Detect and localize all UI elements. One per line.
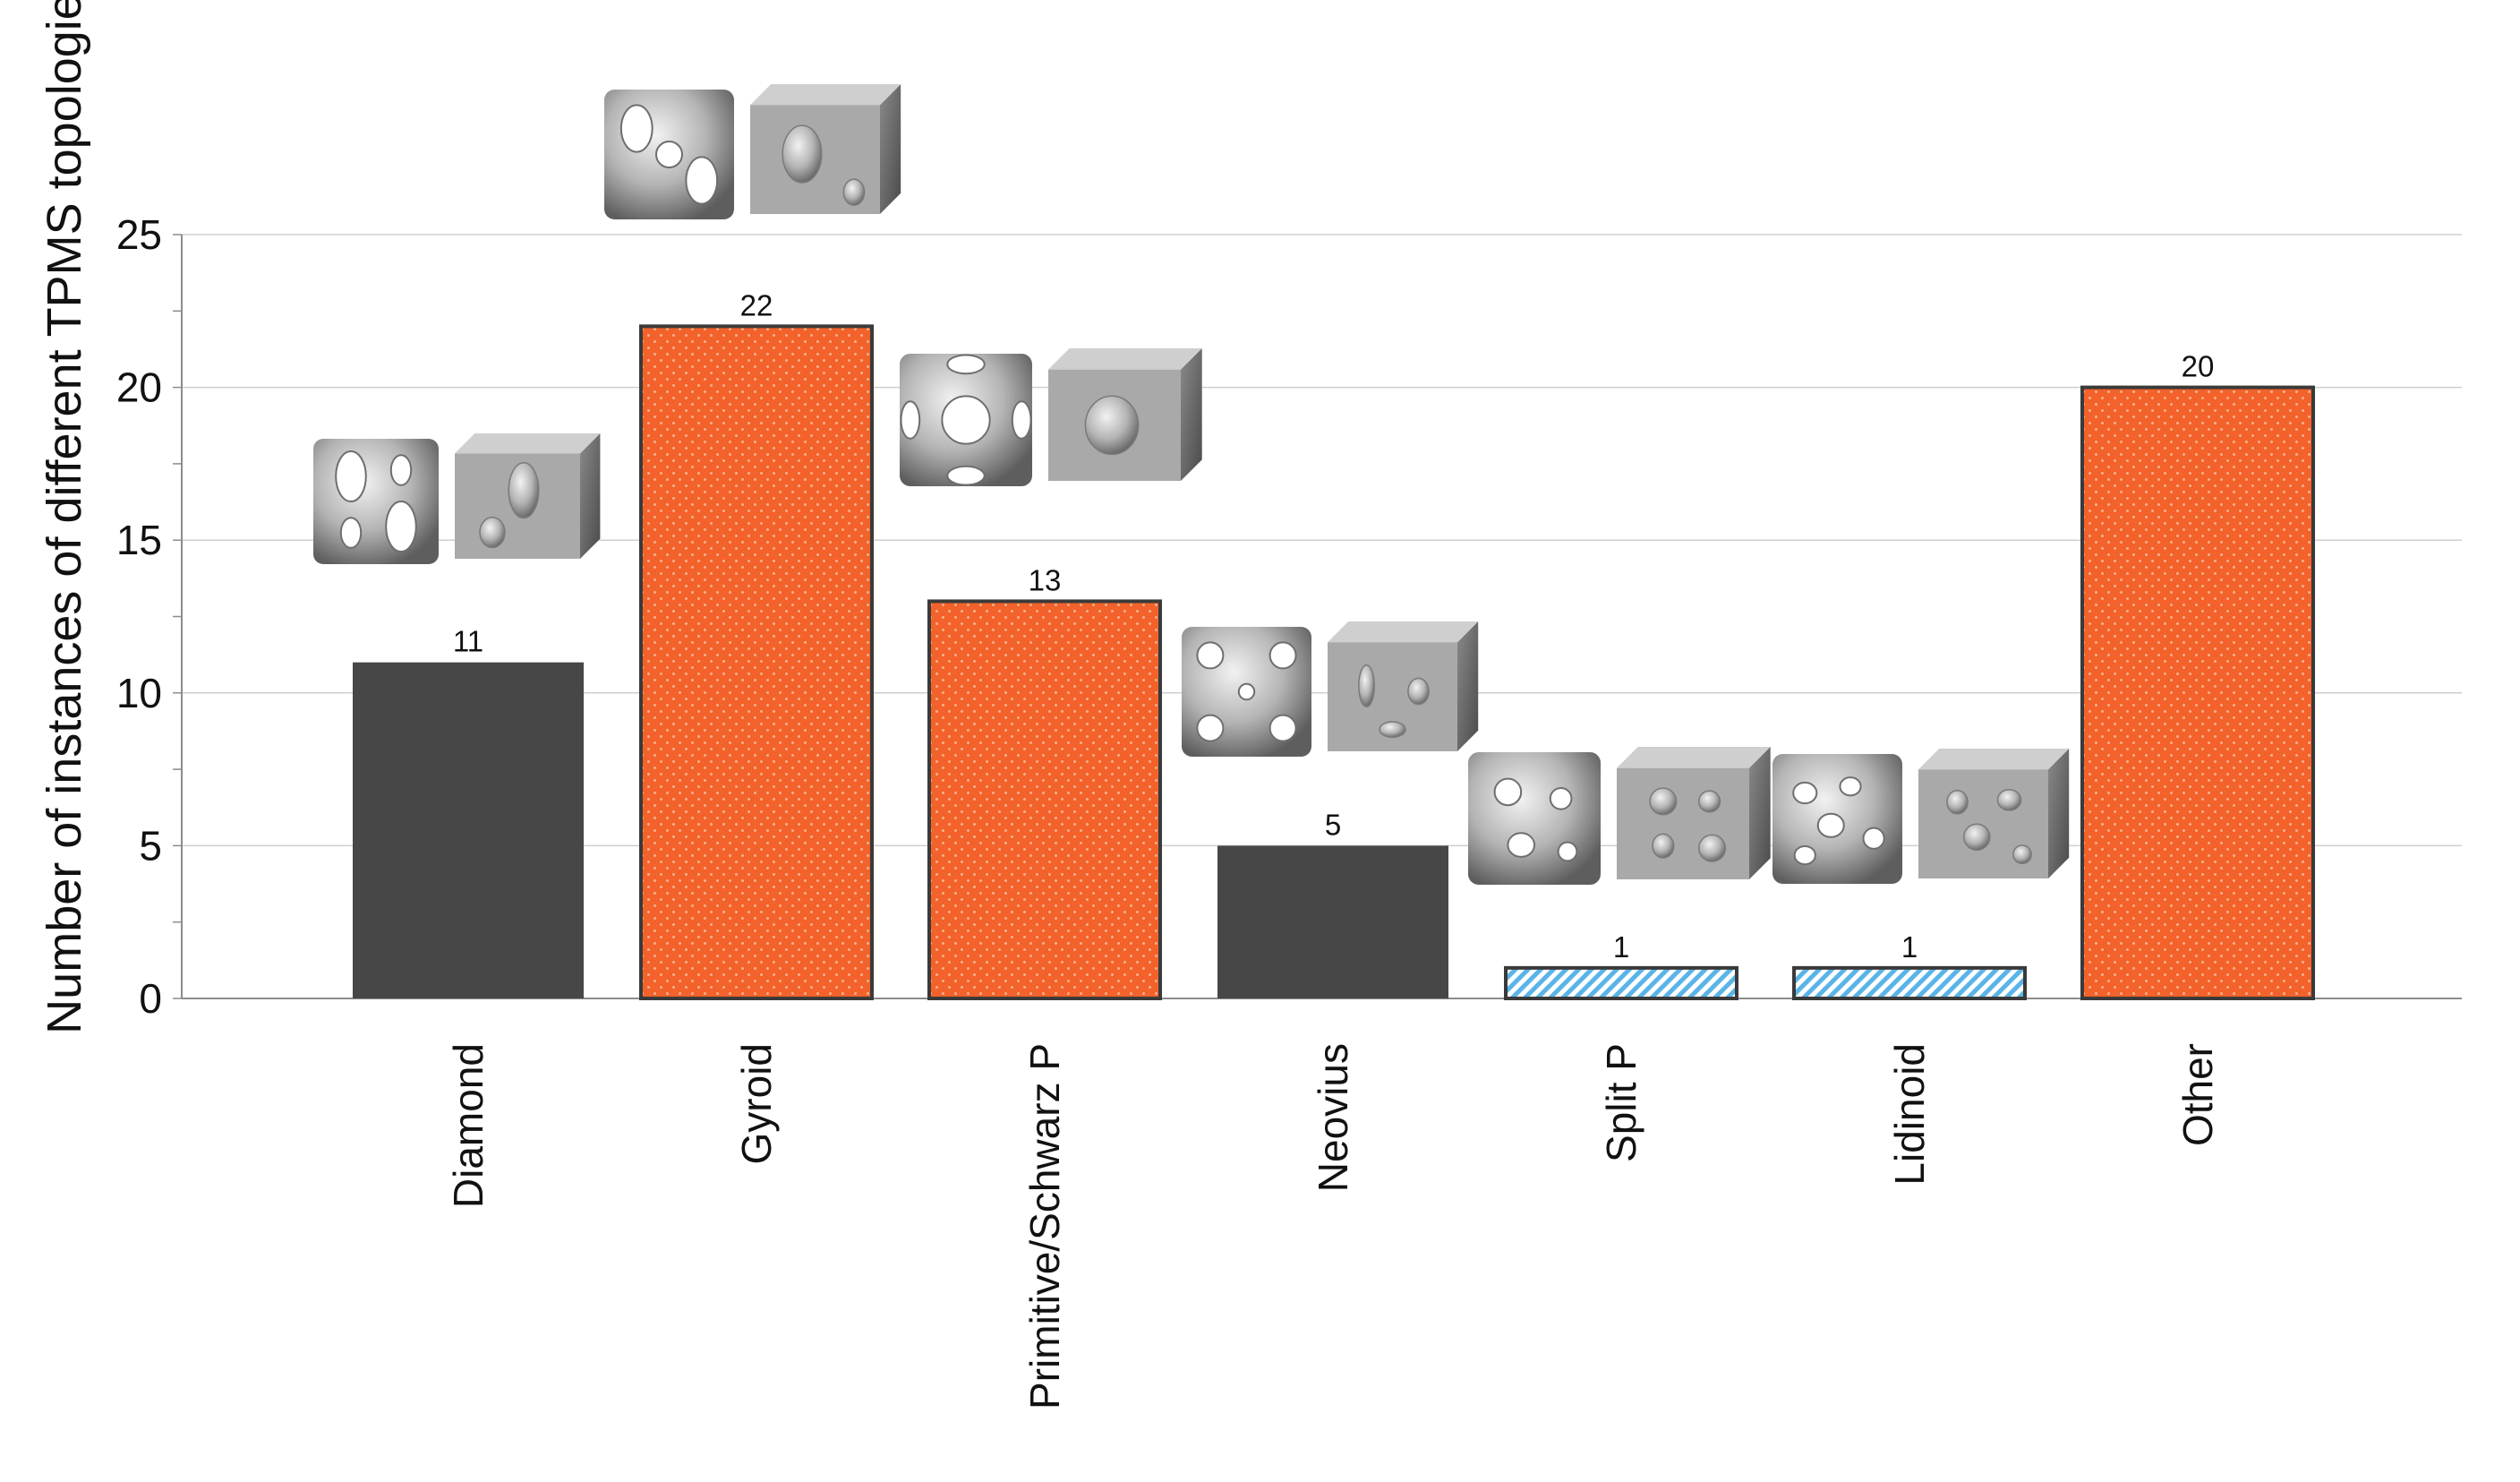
bar-neovius [1217,845,1448,998]
split-p-structure-icon [1468,747,1771,885]
bar-split-p [1504,965,1738,1001]
diamond-structure-icon [313,433,601,564]
category-label: Diamond [445,1043,491,1208]
y-axis-title: Number of instances of different TPMS to… [38,0,91,1034]
y-tick-label: 15 [116,517,162,563]
data-label: 11 [453,625,483,658]
category-label: Split P [1598,1043,1644,1162]
data-label: 13 [1029,563,1062,596]
bar-gyroid [639,324,874,1000]
bar-lidinoid [1792,965,2027,1001]
category-label: Gyroid [733,1043,780,1164]
bar-primitive-schwarz-p [927,599,1162,1000]
y-tick-label: 5 [139,822,162,869]
data-label: 20 [2182,350,2215,383]
bar-diamond [353,662,584,998]
y-tick-label: 10 [116,670,162,716]
category-label: Lidinoid [1886,1043,1933,1186]
category-label: Other [2174,1043,2221,1146]
data-label: 1 [1613,930,1629,964]
gyroid-structure-icon [604,84,901,219]
bars [353,324,2315,1001]
labels: 051015202511Diamond22Gyroid13Primitive/S… [116,211,2221,1409]
data-label: 22 [740,288,773,321]
structure-images [313,84,2070,885]
y-axis [173,234,183,999]
y-tick-label: 0 [139,975,162,1022]
lidinoid-structure-icon [1773,749,2070,884]
data-label: 5 [1325,808,1341,841]
neovius-structure-icon [1182,621,1479,757]
y-tick-label: 25 [116,211,162,258]
category-label: Primitive/Schwarz P [1021,1043,1068,1409]
data-label: 1 [1901,930,1918,964]
category-label: Neovius [1310,1043,1356,1192]
primitive-structure-icon [900,348,1202,486]
bar-other [2080,385,2315,1001]
y-tick-label: 20 [116,364,162,411]
